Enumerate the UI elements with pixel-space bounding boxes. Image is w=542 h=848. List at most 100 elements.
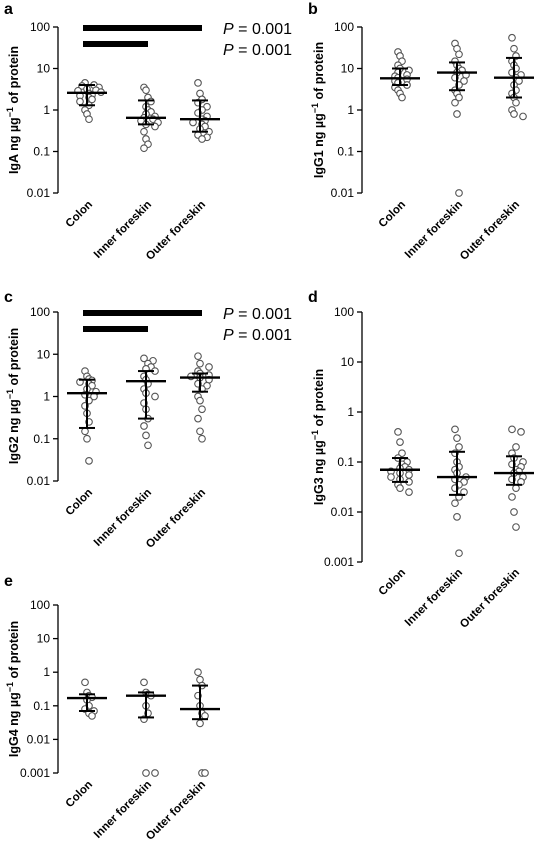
category-label: Outer foreskin (144, 199, 208, 263)
y-tick-label: 100 (30, 305, 50, 319)
data-point (201, 769, 209, 777)
data-point (396, 438, 404, 446)
category-label: Outer foreskin (458, 199, 522, 263)
y-axis-label: IgG3 ng µg−1 of protein (310, 369, 326, 505)
data-point (85, 456, 93, 465)
data-point (508, 425, 516, 434)
panel-letter: a (4, 1, 13, 18)
significance-bar (83, 25, 202, 31)
significance-bar (83, 326, 148, 332)
category-label: Colon (64, 487, 96, 519)
y-tick-label: 0.001 (324, 555, 354, 569)
y-tick-label: 100 (30, 598, 50, 612)
data-point (512, 523, 520, 531)
data-point (455, 50, 463, 59)
panel-d: d 100 10 1 0.1 0.01 0.001 IgG3 ng µg−1 of prote… (308, 289, 534, 631)
data-point (453, 434, 461, 442)
category-label: Colon (377, 199, 409, 231)
data-point (460, 77, 468, 85)
category-label: Inner foreskin (92, 199, 154, 261)
data-point (205, 363, 213, 371)
panel-letter: b (308, 1, 318, 18)
y-tick-label: 1 (347, 103, 354, 117)
data-point (508, 33, 516, 42)
data-point (76, 97, 84, 106)
data-point (81, 427, 89, 436)
data-point (455, 549, 463, 558)
data-point (144, 441, 152, 450)
data-point (194, 79, 202, 87)
data-point (196, 396, 204, 405)
data-point (394, 428, 402, 436)
category-label: Colon (64, 779, 96, 811)
data-point (453, 110, 461, 118)
y-tick-label: 10 (37, 62, 51, 76)
data-point (140, 144, 148, 153)
significance-bar (83, 41, 148, 47)
data-point (147, 97, 155, 106)
y-tick-label: 10 (37, 347, 51, 361)
y-tick-label: 1 (43, 665, 50, 679)
panel-letter: e (4, 573, 13, 590)
data-point (396, 484, 404, 492)
data-point (151, 392, 159, 401)
panel-a: a 100 10 1 0.1 0.01 IgA ng µg−1 of protein Colo… (4, 1, 292, 263)
data-point (512, 484, 520, 492)
data-point (196, 427, 204, 436)
y-tick-label: 100 (334, 305, 354, 319)
data-point (519, 112, 527, 121)
category-label: Inner foreskin (92, 487, 154, 549)
y-tick-label: 0.1 (337, 145, 354, 159)
panel-letter: d (308, 289, 318, 306)
y-tick-label: 0.01 (331, 186, 355, 200)
data-point (198, 135, 206, 143)
data-point (512, 443, 520, 451)
y-tick-label: 10 (341, 355, 355, 369)
data-point (198, 405, 206, 414)
y-tick-label: 0.01 (27, 474, 51, 488)
y-tick-label: 1 (43, 103, 50, 117)
data-point (140, 127, 148, 136)
y-tick-label: 0.1 (33, 145, 50, 159)
data-point (387, 473, 395, 481)
data-point (451, 499, 459, 508)
data-point (517, 428, 525, 436)
data-point (140, 678, 148, 687)
significance-bar (83, 310, 202, 316)
category-label: Inner foreskin (92, 779, 154, 841)
data-point (398, 449, 406, 458)
data-point (405, 471, 413, 479)
y-tick-label: 0.1 (33, 699, 50, 713)
y-tick-label: 0.1 (33, 432, 50, 446)
y-tick-label: 100 (334, 20, 354, 34)
category-label: Outer foreskin (144, 779, 208, 843)
p-value-label: P = 0.001 (223, 42, 292, 59)
data-point (455, 93, 463, 102)
data-point (194, 414, 202, 423)
data-point (142, 86, 150, 95)
category-label: Outer foreskin (144, 487, 208, 551)
data-point (196, 359, 204, 368)
data-point (88, 95, 96, 104)
y-tick-label: 0.01 (27, 186, 51, 200)
category-label: Outer foreskin (458, 567, 522, 631)
data-point (85, 115, 93, 124)
y-tick-label: 0.1 (337, 455, 354, 469)
panel-c: c 100 10 1 0.1 0.01 IgG2 ng µg−1 of protein Col… (4, 289, 292, 551)
y-axis-label: IgG1 ng µg−1 of protein (310, 42, 326, 178)
data-point (510, 110, 518, 118)
category-label: Inner foreskin (403, 199, 465, 261)
y-tick-label: 10 (37, 632, 51, 646)
y-tick-label: 1 (43, 390, 50, 404)
panel-e: e 100 10 1 0.1 0.01 0.001 IgG4 ng µg−1 of prote… (4, 573, 220, 843)
data-point (510, 508, 518, 516)
data-point (510, 44, 518, 53)
data-point (151, 769, 159, 777)
y-axis-label: IgG2 ng µg−1 of protein (5, 328, 21, 464)
data-point (451, 425, 459, 434)
p-value-label: P = 0.001 (223, 21, 292, 38)
data-point (455, 189, 463, 197)
data-point (140, 422, 148, 430)
data-point (512, 98, 520, 107)
